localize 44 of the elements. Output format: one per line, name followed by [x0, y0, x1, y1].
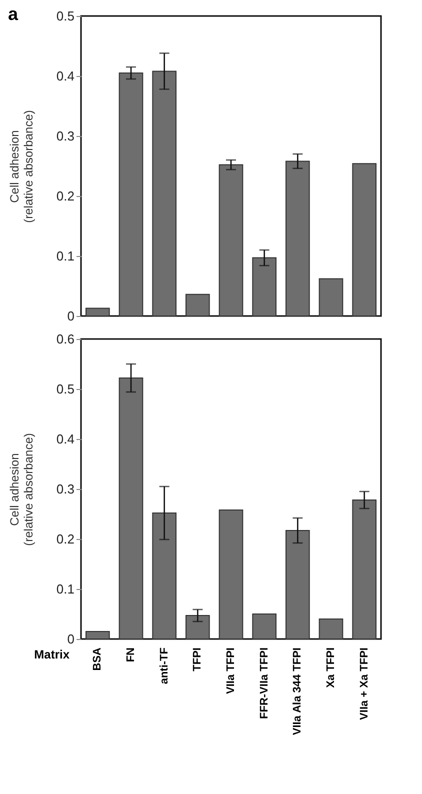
bar [352, 500, 376, 640]
x-tick-label: BSA [92, 647, 104, 671]
y-tick-label: 0.6 [56, 332, 74, 346]
bar [318, 278, 344, 316]
y-tick-label: 0.1 [56, 248, 74, 264]
bar [86, 308, 110, 316]
x-tick-label: VIIa TFPI [225, 648, 237, 694]
bar [252, 614, 276, 640]
bar [218, 164, 244, 316]
x-tick-label: FFR-VIIa TFPI [258, 648, 270, 719]
y-tick-label: 0 [67, 308, 74, 324]
x-tick-label: FN [125, 647, 137, 662]
y-axis-title: Cell adhesion (relative absorbance) [8, 433, 36, 546]
y-tick-label: 0.2 [56, 532, 74, 546]
x-tick-label: TFPI [192, 648, 204, 672]
y-tick-label: 0.4 [56, 432, 74, 446]
bar [118, 378, 144, 640]
y-tick-label: 0.5 [56, 8, 74, 24]
bar [152, 70, 176, 316]
y-tick-label: 0 [67, 632, 74, 646]
bar [218, 510, 244, 640]
bar [118, 72, 144, 316]
bar [352, 163, 376, 316]
y-tick-label: 0.3 [56, 128, 74, 144]
bar [286, 530, 310, 640]
x-axis-title: Matrix [34, 648, 70, 662]
chart-title: a [8, 4, 19, 24]
y-tick-label: 0.4 [56, 68, 74, 84]
x-tick-label: VIIa Ala 344 TFPI [292, 648, 304, 736]
y-tick-label: 0.3 [56, 482, 74, 496]
bar [186, 615, 210, 640]
y-tick-label: 0.2 [56, 188, 74, 204]
bar [152, 512, 176, 640]
bar [186, 294, 210, 316]
x-tick-label: VIIa + Xa TFPI [358, 648, 370, 720]
bar [86, 631, 110, 640]
bar [318, 618, 344, 640]
bar [252, 257, 276, 316]
y-tick-label: 0.1 [56, 582, 74, 596]
x-tick-label: Xa TFPI [325, 648, 337, 688]
y-tick-label: 0.5 [56, 382, 74, 396]
x-tick-label: anti-TF [158, 647, 170, 684]
y-axis-title: Cell adhesion (relative absorbance) [8, 110, 36, 223]
bar [286, 160, 310, 316]
